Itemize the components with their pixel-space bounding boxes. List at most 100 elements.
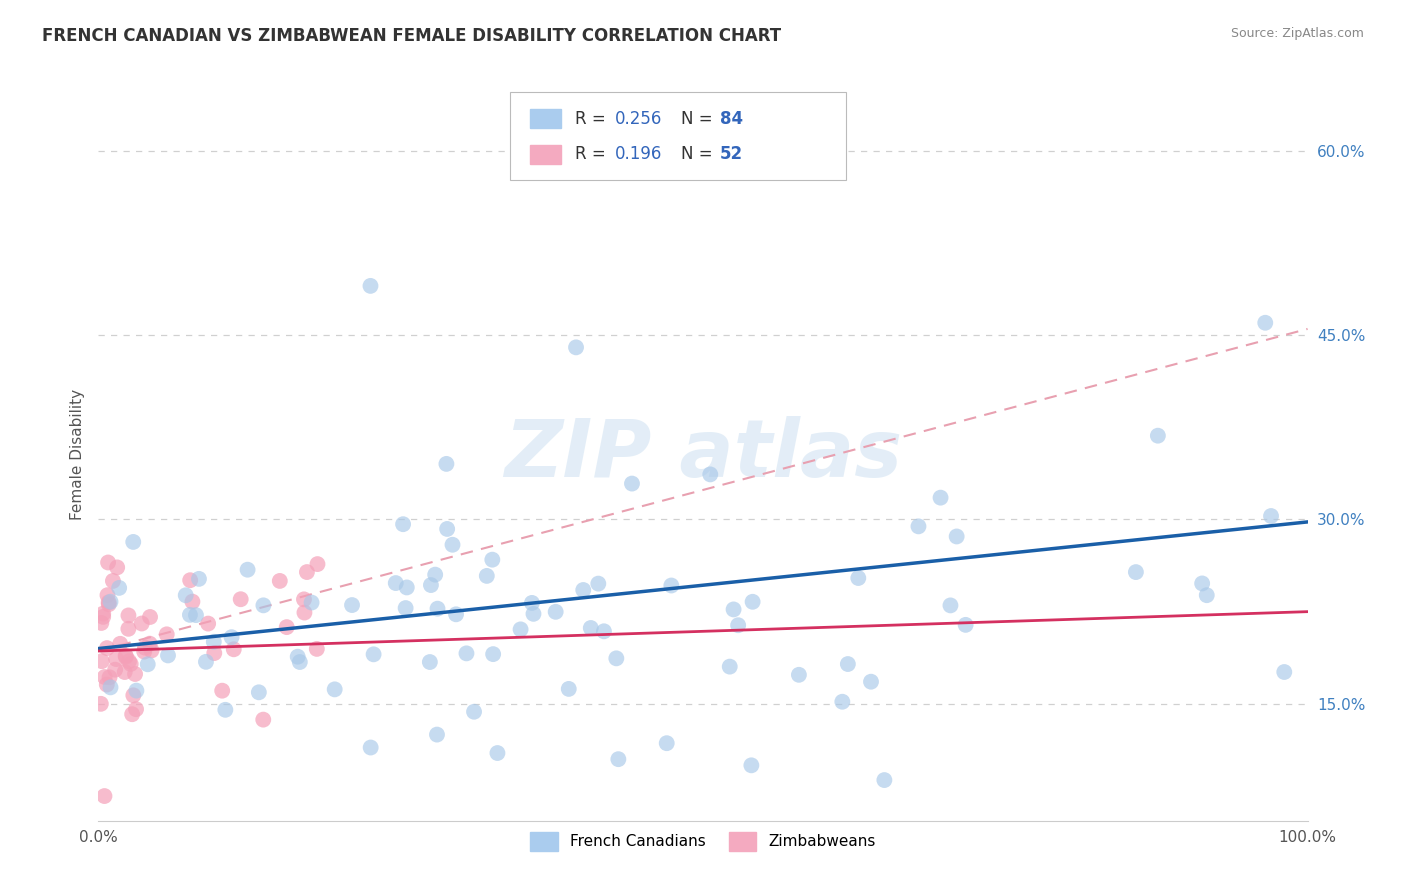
Point xyxy=(93,789,115,803)
Point xyxy=(1195,588,1218,602)
Point xyxy=(114,665,136,679)
Point xyxy=(955,618,977,632)
Point xyxy=(475,569,498,583)
Point xyxy=(859,674,882,689)
Point xyxy=(108,637,131,651)
Point xyxy=(122,535,145,549)
Point xyxy=(419,578,441,592)
Point xyxy=(741,595,763,609)
Point xyxy=(323,682,346,697)
Point xyxy=(579,621,602,635)
Point xyxy=(363,648,385,662)
Point xyxy=(294,606,316,620)
Point xyxy=(97,595,120,609)
Text: N =: N = xyxy=(681,145,717,163)
Point xyxy=(486,746,509,760)
Point xyxy=(131,616,153,631)
Point xyxy=(236,563,259,577)
Point xyxy=(188,572,211,586)
Point xyxy=(301,596,323,610)
Point xyxy=(1254,316,1277,330)
Point xyxy=(929,491,952,505)
Point xyxy=(114,648,136,663)
Point xyxy=(787,668,810,682)
Text: 0.256: 0.256 xyxy=(614,110,662,128)
Point xyxy=(202,634,225,648)
Point xyxy=(141,643,163,657)
Point xyxy=(907,519,929,533)
Point xyxy=(544,605,567,619)
Point xyxy=(276,620,298,634)
Point xyxy=(202,646,225,660)
Point xyxy=(139,610,162,624)
Point xyxy=(247,685,270,699)
Point xyxy=(593,624,616,639)
Point xyxy=(837,657,859,671)
Point xyxy=(96,641,118,656)
Point xyxy=(394,601,416,615)
Y-axis label: Female Disability: Female Disability xyxy=(69,389,84,521)
Point xyxy=(122,689,145,703)
Point xyxy=(91,610,114,624)
Point xyxy=(699,467,721,482)
Point xyxy=(718,659,741,673)
Point xyxy=(873,773,896,788)
Point xyxy=(305,641,328,656)
Text: 52: 52 xyxy=(720,145,742,163)
Point xyxy=(221,630,243,644)
Point xyxy=(179,573,201,587)
Point xyxy=(1272,665,1295,679)
Point xyxy=(572,582,595,597)
Point xyxy=(307,557,329,571)
Point xyxy=(229,592,252,607)
Point xyxy=(846,571,869,585)
Point xyxy=(395,581,418,595)
Point xyxy=(125,702,148,716)
Point xyxy=(97,597,120,611)
Point xyxy=(214,703,236,717)
Text: 84: 84 xyxy=(720,110,742,128)
Point xyxy=(360,279,382,293)
Point xyxy=(211,683,233,698)
Point xyxy=(125,683,148,698)
Point xyxy=(269,574,291,588)
Point xyxy=(90,697,112,711)
Point xyxy=(134,640,156,655)
Point xyxy=(90,615,112,630)
Point xyxy=(96,677,118,691)
Text: Source: ZipAtlas.com: Source: ZipAtlas.com xyxy=(1230,27,1364,40)
Point xyxy=(740,758,762,772)
Point xyxy=(91,607,114,621)
Point xyxy=(727,618,749,632)
Point xyxy=(426,601,449,615)
Point xyxy=(558,681,581,696)
Text: R =: R = xyxy=(575,110,612,128)
Point xyxy=(117,622,139,636)
Point xyxy=(174,588,197,602)
Point xyxy=(93,670,115,684)
Point xyxy=(105,652,128,666)
Text: FRENCH CANADIAN VS ZIMBABWEAN FEMALE DISABILITY CORRELATION CHART: FRENCH CANADIAN VS ZIMBABWEAN FEMALE DIS… xyxy=(42,27,782,45)
Point xyxy=(120,657,142,671)
Point xyxy=(252,713,274,727)
Point xyxy=(98,670,121,684)
Point xyxy=(436,457,458,471)
Point xyxy=(588,576,610,591)
Point xyxy=(139,637,162,651)
Point xyxy=(605,651,627,665)
Point xyxy=(156,627,179,641)
Point xyxy=(441,538,464,552)
Point xyxy=(108,581,131,595)
Point xyxy=(463,705,485,719)
Point xyxy=(384,576,406,591)
Point xyxy=(124,667,146,681)
Point xyxy=(723,602,745,616)
Legend: French Canadians, Zimbabweans: French Canadians, Zimbabweans xyxy=(524,826,882,857)
Point xyxy=(482,647,505,661)
Point xyxy=(117,608,139,623)
Point xyxy=(194,655,217,669)
Text: 0.196: 0.196 xyxy=(614,145,662,163)
Point xyxy=(565,340,588,354)
Point xyxy=(607,752,630,766)
Point xyxy=(100,681,122,695)
